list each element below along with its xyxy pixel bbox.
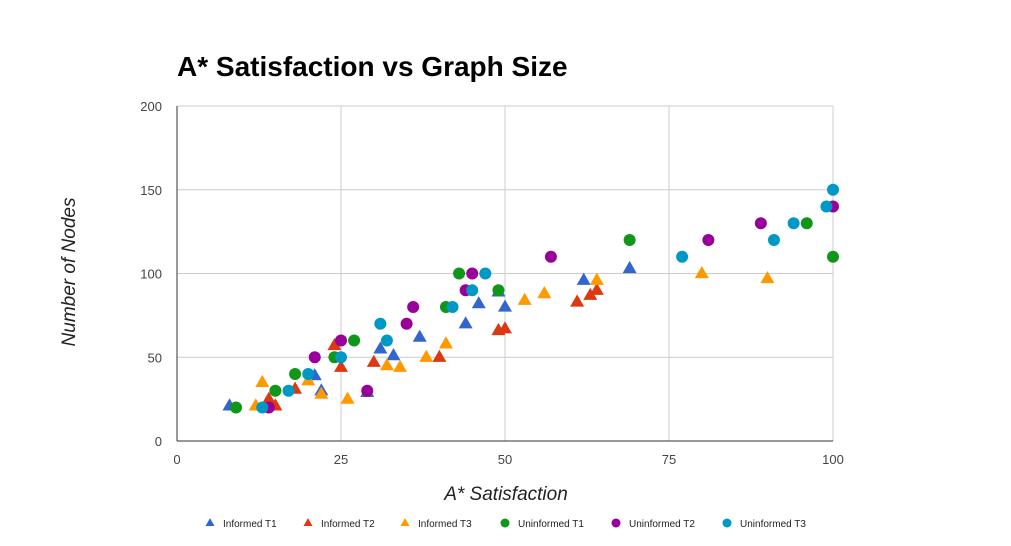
data-points xyxy=(222,183,839,414)
data-point xyxy=(256,401,269,414)
data-point xyxy=(419,349,434,362)
data-point xyxy=(400,317,413,330)
legend-marker xyxy=(303,518,313,526)
data-point xyxy=(702,234,715,246)
data-point xyxy=(787,217,800,230)
data-point xyxy=(302,368,315,380)
data-point xyxy=(466,284,479,297)
data-point xyxy=(446,301,459,313)
legend-marker xyxy=(400,518,410,526)
series-1 xyxy=(261,282,604,411)
legend-marker xyxy=(611,518,621,528)
legend-label: Uninformed T1 xyxy=(518,519,584,530)
y-tick-label: 50 xyxy=(148,350,162,365)
grid xyxy=(176,105,834,442)
data-point xyxy=(576,272,591,285)
data-point xyxy=(537,286,552,299)
legend-label: Informed T3 xyxy=(418,519,472,530)
data-point xyxy=(754,217,767,230)
data-point xyxy=(498,321,512,334)
x-tick-label: 25 xyxy=(334,452,348,467)
data-point xyxy=(622,260,637,274)
data-point xyxy=(379,358,394,371)
legend-label: Informed T1 xyxy=(223,519,277,530)
data-point xyxy=(623,234,636,246)
legend: Informed T1 Informed T2 Informed T3 Uninfor… xyxy=(205,518,806,530)
data-point xyxy=(827,250,839,263)
data-point xyxy=(767,234,780,246)
data-point xyxy=(386,348,401,361)
legend-marker xyxy=(500,518,510,528)
data-point xyxy=(308,351,321,364)
data-point xyxy=(517,292,532,305)
y-axis-title: Number of Nodes xyxy=(59,197,80,346)
data-point xyxy=(314,386,329,399)
legend-label: Informed T2 xyxy=(321,519,375,530)
data-point xyxy=(458,316,473,329)
data-point xyxy=(589,282,604,295)
data-point xyxy=(261,391,276,404)
data-point xyxy=(471,296,486,309)
data-point xyxy=(544,250,557,263)
data-point xyxy=(361,384,374,397)
data-point xyxy=(820,200,833,213)
data-point xyxy=(282,384,295,397)
data-point xyxy=(335,351,347,364)
data-point xyxy=(327,337,342,351)
y-tick-label: 150 xyxy=(140,183,162,198)
x-axis-title: A* Satisfaction xyxy=(443,484,568,505)
x-tick-label: 50 xyxy=(498,452,512,467)
data-point xyxy=(374,317,387,330)
data-point xyxy=(466,267,479,280)
data-point xyxy=(438,336,453,349)
legend-label: Uninformed T2 xyxy=(629,519,695,530)
data-point xyxy=(230,401,243,414)
x-tick-label: 100 xyxy=(822,452,844,467)
y-tick-label: 200 xyxy=(140,99,162,114)
tick-labels: 0 25 50 75 100 0 50 100 150 200 xyxy=(140,99,844,467)
data-point xyxy=(589,272,604,285)
data-point xyxy=(340,391,355,404)
x-tick-label: 0 xyxy=(173,452,180,467)
data-point xyxy=(827,183,839,196)
data-point xyxy=(676,250,689,263)
data-point xyxy=(393,359,408,372)
data-point xyxy=(289,368,302,380)
data-point xyxy=(760,270,775,284)
data-point xyxy=(269,384,282,397)
data-point xyxy=(570,294,585,307)
y-tick-label: 100 xyxy=(140,267,162,282)
data-point xyxy=(380,334,393,347)
data-point xyxy=(492,284,505,297)
legend-marker xyxy=(722,518,732,528)
data-point xyxy=(800,217,813,230)
data-point xyxy=(348,334,361,347)
data-point xyxy=(366,354,381,367)
data-point xyxy=(453,267,466,280)
data-point xyxy=(407,301,420,313)
legend-marker xyxy=(205,518,215,526)
series-2 xyxy=(248,265,775,411)
legend-label: Uninformed T3 xyxy=(740,519,806,530)
chart-title: A* Satisfaction vs Graph Size xyxy=(177,51,568,82)
y-tick-label: 0 xyxy=(155,434,162,449)
data-point xyxy=(334,359,348,372)
data-point xyxy=(479,267,492,280)
series-3 xyxy=(230,217,839,414)
data-point xyxy=(335,334,347,347)
series-4 xyxy=(262,200,839,414)
data-point xyxy=(412,329,427,342)
x-tick-label: 75 xyxy=(662,452,676,467)
data-point xyxy=(498,299,512,312)
data-point xyxy=(373,341,388,354)
data-point xyxy=(694,265,709,279)
data-point xyxy=(583,287,598,300)
data-point xyxy=(432,349,447,362)
data-point xyxy=(255,374,270,388)
series-5 xyxy=(256,183,839,414)
